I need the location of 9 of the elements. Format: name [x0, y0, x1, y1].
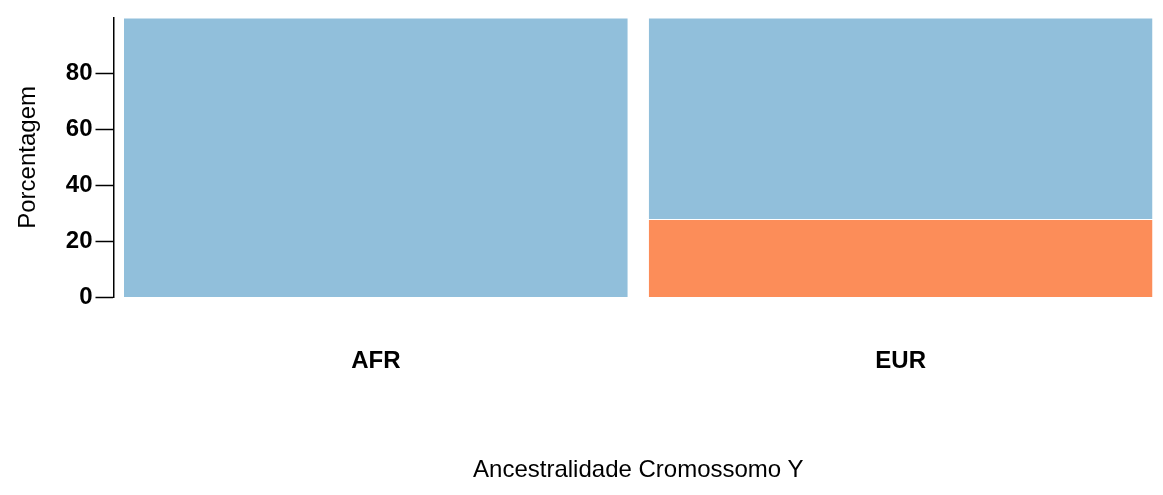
y-axis-title: Porcentagem	[13, 86, 41, 229]
y-tick-label: 0	[79, 282, 93, 310]
y-tick-label: 60	[65, 114, 93, 142]
x-tick-label: AFR	[351, 346, 401, 374]
y-tick-label: 80	[65, 58, 93, 86]
y-tick-label: 20	[65, 226, 93, 254]
y-tick-label: 40	[65, 170, 93, 198]
x-axis-title: Ancestralidade Cromossomo Y	[473, 455, 804, 483]
x-tick-label: EUR	[875, 346, 926, 374]
